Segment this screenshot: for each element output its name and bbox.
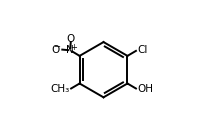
- Text: −: −: [53, 42, 60, 51]
- Text: +: +: [70, 43, 77, 52]
- Text: N: N: [66, 45, 74, 55]
- Text: O: O: [52, 45, 60, 55]
- Text: CH₃: CH₃: [50, 84, 69, 94]
- Text: O: O: [67, 34, 75, 44]
- Text: Cl: Cl: [137, 45, 147, 55]
- Text: OH: OH: [137, 84, 153, 94]
